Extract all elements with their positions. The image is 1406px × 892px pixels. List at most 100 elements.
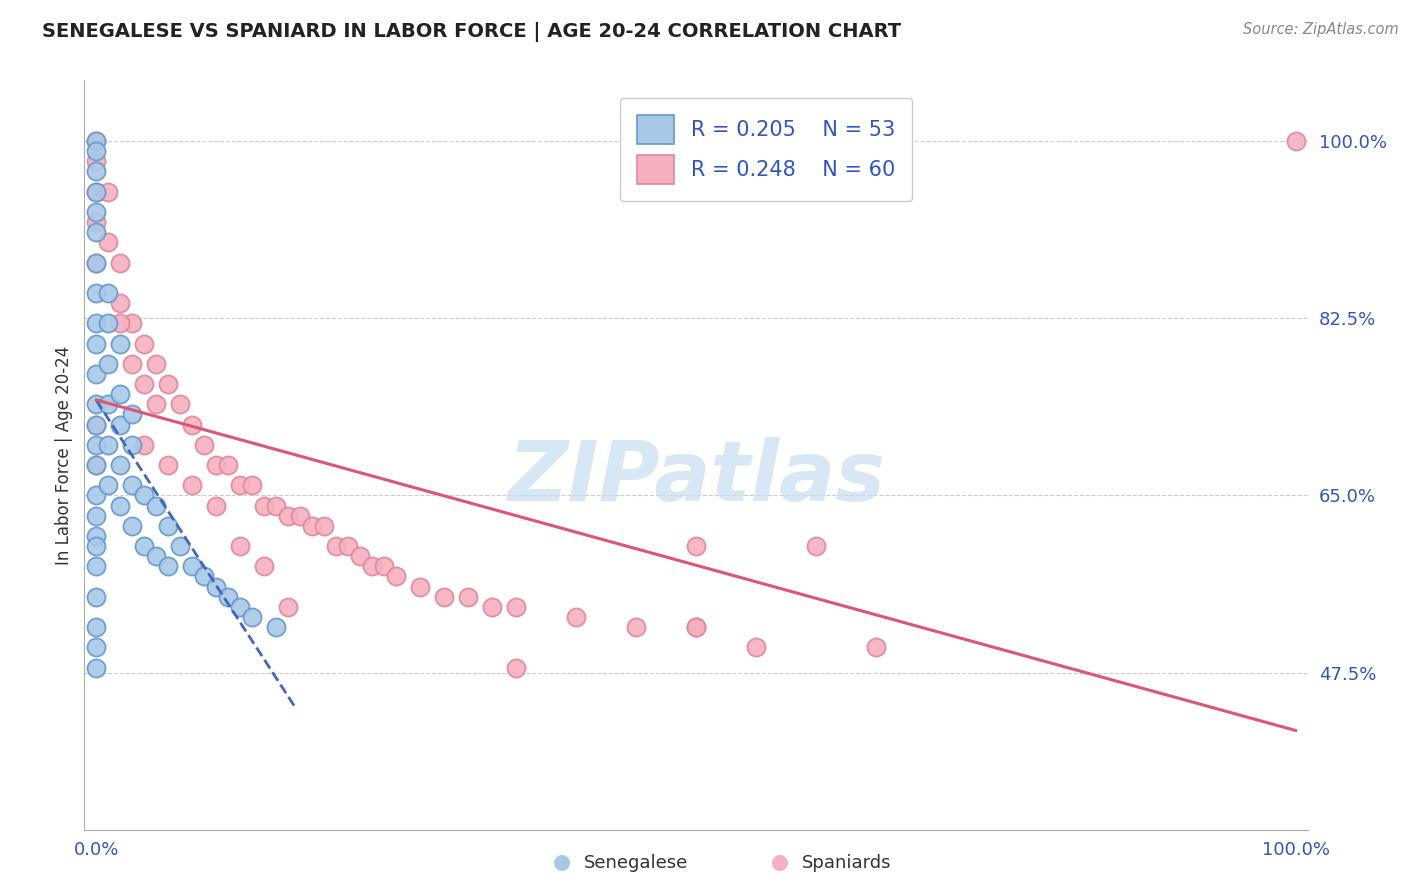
Point (110, 296, 132, 310)
Point (169, 539, 191, 553)
Point (86, 144, 108, 158)
Point (804, 539, 827, 553)
Point (86, 620, 108, 634)
Point (86, 488, 108, 502)
Point (134, 539, 156, 553)
Point (97, 285, 120, 300)
Point (86, 590, 108, 604)
Point (1284, 134, 1306, 148)
Point (457, 590, 479, 604)
Point (86, 367, 108, 381)
Point (145, 499, 167, 513)
Point (301, 518, 323, 533)
Point (86, 185, 108, 199)
Point (240, 610, 263, 624)
Point (134, 438, 156, 452)
Text: ●: ● (554, 853, 571, 872)
Point (277, 599, 299, 614)
Point (433, 590, 456, 604)
Point (110, 458, 132, 472)
Point (86, 417, 108, 432)
Point (86, 397, 108, 411)
Text: Spaniards: Spaniards (801, 855, 891, 872)
Point (481, 599, 503, 614)
Point (86, 417, 108, 432)
Point (217, 458, 239, 472)
Point (685, 620, 707, 634)
Y-axis label: In Labor Force | Age 20-24: In Labor Force | Age 20-24 (55, 345, 73, 565)
Point (86, 559, 108, 574)
Point (373, 559, 395, 574)
Point (97, 316, 120, 330)
Point (505, 660, 527, 674)
Point (349, 549, 371, 564)
Point (505, 599, 527, 614)
Point (121, 438, 143, 452)
Point (205, 458, 228, 472)
Point (685, 539, 707, 553)
Point (134, 377, 156, 392)
Point (110, 387, 132, 401)
Point (181, 417, 204, 432)
Point (86, 134, 108, 148)
Text: ●: ● (772, 853, 789, 872)
Point (86, 255, 108, 269)
Point (121, 408, 143, 422)
Text: Source: ZipAtlas.com: Source: ZipAtlas.com (1243, 22, 1399, 37)
Point (86, 285, 108, 300)
Point (229, 539, 252, 553)
Point (290, 508, 312, 523)
Point (157, 518, 180, 533)
Point (865, 640, 887, 655)
Point (409, 580, 432, 594)
Point (745, 640, 768, 655)
Point (110, 336, 132, 351)
Point (277, 508, 299, 523)
Point (97, 235, 120, 250)
Point (181, 478, 204, 492)
Point (86, 205, 108, 219)
Point (217, 590, 239, 604)
Point (86, 134, 108, 148)
Point (337, 539, 360, 553)
Point (145, 357, 167, 371)
Point (86, 164, 108, 178)
Point (134, 488, 156, 502)
Point (97, 357, 120, 371)
Point (86, 529, 108, 543)
Point (565, 610, 588, 624)
Point (361, 559, 384, 574)
Point (86, 316, 108, 330)
Point (229, 478, 252, 492)
Point (264, 499, 287, 513)
Point (97, 185, 120, 199)
Point (145, 397, 167, 411)
Point (264, 620, 287, 634)
Point (240, 478, 263, 492)
Point (205, 499, 228, 513)
Point (110, 255, 132, 269)
Point (86, 508, 108, 523)
Text: ZIPatlas: ZIPatlas (508, 437, 884, 518)
Point (181, 559, 204, 574)
Point (110, 499, 132, 513)
Point (97, 397, 120, 411)
Point (134, 336, 156, 351)
Point (169, 397, 191, 411)
Point (86, 660, 108, 674)
Point (121, 518, 143, 533)
Point (253, 559, 276, 574)
Point (86, 458, 108, 472)
Point (86, 539, 108, 553)
Point (193, 569, 215, 583)
Point (121, 357, 143, 371)
Point (205, 580, 228, 594)
Point (86, 336, 108, 351)
Point (121, 316, 143, 330)
Point (86, 255, 108, 269)
Text: SENEGALESE VS SPANIARD IN LABOR FORCE | AGE 20-24 CORRELATION CHART: SENEGALESE VS SPANIARD IN LABOR FORCE | … (42, 22, 901, 42)
Point (157, 377, 180, 392)
Point (314, 518, 336, 533)
Point (385, 569, 408, 583)
Point (110, 316, 132, 330)
